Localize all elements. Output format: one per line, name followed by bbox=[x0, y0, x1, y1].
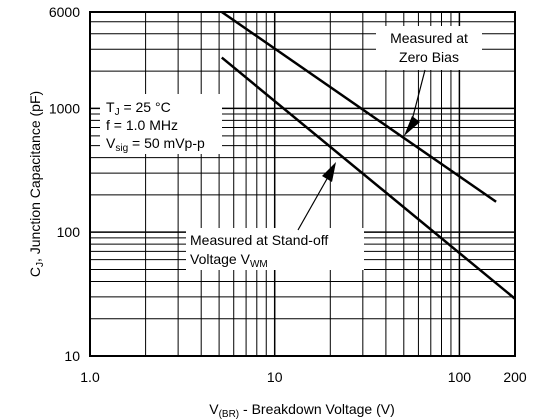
series-line bbox=[220, 56, 516, 300]
arrow bbox=[297, 169, 333, 231]
x-tick-label: 100 bbox=[448, 369, 472, 385]
text-rest: , Junction Capacitance (pF) bbox=[27, 91, 43, 262]
text-main: T bbox=[106, 99, 115, 115]
x-tick-label: 1.0 bbox=[80, 369, 100, 385]
y-tick-label: 100 bbox=[57, 224, 81, 240]
x-axis-label: V(BR) - Breakdown Voltage (V) bbox=[209, 401, 395, 419]
annotation: Zero Bias bbox=[399, 49, 459, 65]
y-axis-label: CJ, Junction Capacitance (pF) bbox=[27, 91, 46, 277]
text-main: Voltage V bbox=[190, 251, 251, 267]
condition: TJ = 25 °C bbox=[106, 99, 171, 118]
arrowhead bbox=[322, 162, 336, 182]
x-tick-label: 10 bbox=[267, 369, 283, 385]
text-main: C bbox=[27, 267, 43, 277]
annotation: Voltage VWM bbox=[190, 251, 268, 270]
condition: Vsig = 50 mVp-p bbox=[106, 135, 205, 154]
text-main: f = 1.0 MHz bbox=[106, 117, 178, 133]
text-sub: WM bbox=[250, 259, 268, 270]
text-sub: sig bbox=[115, 143, 128, 154]
text-sub: J bbox=[115, 107, 120, 118]
series-line bbox=[221, 10, 497, 203]
y-tick-label: 6000 bbox=[49, 4, 80, 20]
y-tick-label: 1000 bbox=[49, 100, 80, 116]
text-main: V bbox=[106, 135, 116, 151]
x-tick-label: 200 bbox=[503, 369, 527, 385]
text-rest: - Breakdown Voltage (V) bbox=[239, 401, 395, 417]
lines bbox=[220, 10, 516, 300]
y-tick-label: 10 bbox=[64, 348, 80, 364]
text-sub: J bbox=[35, 262, 46, 267]
condition: f = 1.0 MHz bbox=[106, 117, 178, 133]
text-sub: (BR) bbox=[219, 409, 240, 419]
annotation-box bbox=[186, 228, 364, 270]
plot-frame bbox=[89, 11, 516, 357]
annotation: Measured at Stand-off bbox=[190, 232, 328, 248]
annotation-box bbox=[376, 26, 482, 70]
conditions-box bbox=[100, 94, 222, 154]
annotation: Measured at bbox=[390, 30, 468, 46]
arrowhead bbox=[404, 116, 420, 136]
text-rest: = 50 mVp-p bbox=[128, 135, 205, 151]
text-main: V bbox=[209, 401, 219, 417]
text-rest: = 25 °C bbox=[120, 99, 171, 115]
